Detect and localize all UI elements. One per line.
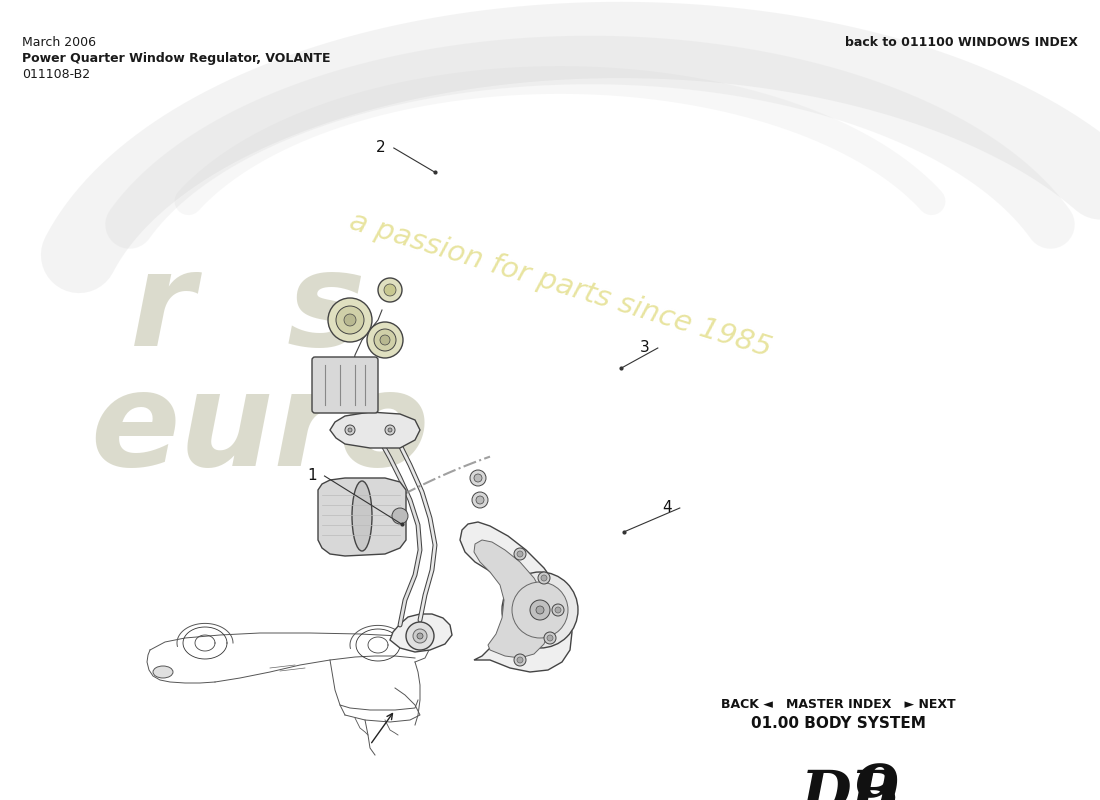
Circle shape — [502, 572, 578, 648]
Circle shape — [348, 428, 352, 432]
Circle shape — [412, 629, 427, 643]
Text: DB: DB — [800, 768, 900, 800]
Circle shape — [512, 582, 568, 638]
Polygon shape — [390, 614, 452, 652]
Text: 1: 1 — [307, 469, 317, 483]
Text: r  s: r s — [130, 246, 365, 374]
Text: Power Quarter Window Regulator, VOLANTE: Power Quarter Window Regulator, VOLANTE — [22, 52, 330, 65]
Circle shape — [336, 306, 364, 334]
Circle shape — [384, 284, 396, 296]
Text: March 2006: March 2006 — [22, 36, 96, 49]
Ellipse shape — [153, 666, 173, 678]
Text: a passion for parts since 1985: a passion for parts since 1985 — [345, 207, 774, 362]
Circle shape — [406, 622, 434, 650]
Circle shape — [517, 551, 522, 557]
Circle shape — [388, 428, 392, 432]
Text: 011108-B2: 011108-B2 — [22, 68, 90, 81]
Polygon shape — [474, 540, 550, 658]
Text: 9: 9 — [851, 762, 900, 800]
Circle shape — [328, 298, 372, 342]
Circle shape — [392, 508, 408, 524]
Circle shape — [474, 474, 482, 482]
Text: 3: 3 — [640, 341, 650, 355]
Circle shape — [538, 572, 550, 584]
Text: BACK ◄   MASTER INDEX   ► NEXT: BACK ◄ MASTER INDEX ► NEXT — [720, 698, 955, 711]
Circle shape — [541, 575, 547, 581]
Circle shape — [530, 600, 550, 620]
Polygon shape — [318, 478, 406, 556]
Circle shape — [417, 633, 424, 639]
Circle shape — [344, 314, 356, 326]
Circle shape — [470, 470, 486, 486]
Circle shape — [544, 632, 556, 644]
Circle shape — [514, 548, 526, 560]
Circle shape — [476, 496, 484, 504]
Circle shape — [517, 657, 522, 663]
Circle shape — [536, 606, 544, 614]
Text: 4: 4 — [662, 501, 672, 515]
Ellipse shape — [352, 481, 372, 551]
Circle shape — [472, 492, 488, 508]
Circle shape — [374, 329, 396, 351]
Circle shape — [378, 278, 402, 302]
Circle shape — [385, 425, 395, 435]
Text: 2: 2 — [376, 141, 386, 155]
Circle shape — [367, 322, 403, 358]
FancyBboxPatch shape — [312, 357, 378, 413]
Circle shape — [345, 425, 355, 435]
Circle shape — [556, 607, 561, 613]
Polygon shape — [460, 522, 572, 672]
Circle shape — [547, 635, 553, 641]
Circle shape — [514, 654, 526, 666]
Circle shape — [379, 335, 390, 345]
Text: back to 011100 WINDOWS INDEX: back to 011100 WINDOWS INDEX — [845, 36, 1078, 49]
Polygon shape — [330, 412, 420, 448]
Circle shape — [552, 604, 564, 616]
Text: 01.00 BODY SYSTEM: 01.00 BODY SYSTEM — [750, 716, 925, 731]
Text: euro: euro — [90, 366, 429, 494]
